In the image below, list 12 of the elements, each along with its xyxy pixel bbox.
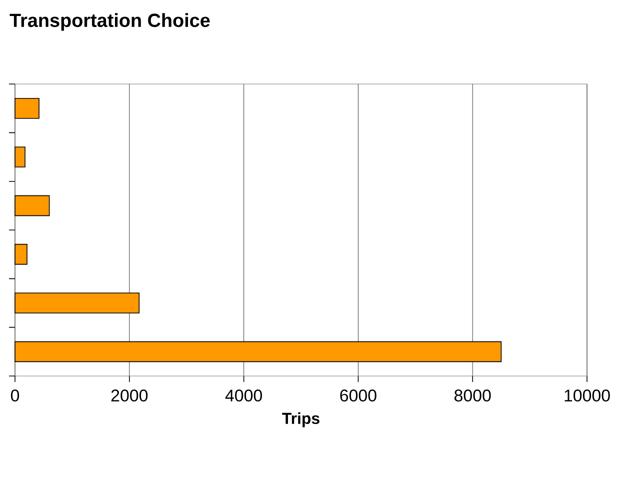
bar [14,98,40,119]
x-tick-label: 0 [10,390,20,402]
chart-title: Transportation Choice [10,13,210,31]
x-tick-label: 6000 [340,390,376,402]
bar [14,195,50,216]
x-tick-label: 10000 [564,390,610,402]
bar [14,244,28,265]
x-tick-label: 8000 [454,390,491,402]
x-tick-label: 2000 [111,390,148,402]
x-tick-label: 4000 [225,390,262,402]
bar [14,146,26,168]
x-axis-title: Trips [282,412,320,428]
